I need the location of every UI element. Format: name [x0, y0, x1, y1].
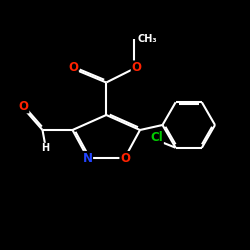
Text: N: N	[82, 152, 92, 164]
Text: H: H	[41, 143, 49, 153]
Text: O: O	[68, 61, 78, 74]
Text: O: O	[131, 61, 141, 74]
Text: O: O	[19, 100, 29, 113]
Text: Cl: Cl	[150, 131, 163, 144]
Text: CH₃: CH₃	[138, 34, 157, 44]
Text: O: O	[120, 152, 130, 164]
